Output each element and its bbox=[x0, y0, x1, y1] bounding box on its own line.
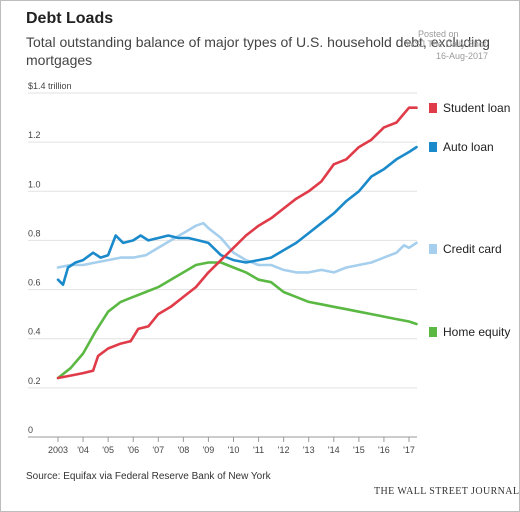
posted-stamp: Posted on bbox=[418, 29, 459, 39]
x-tick-label: '10 bbox=[228, 445, 240, 455]
series-line-home-equity bbox=[56, 261, 418, 380]
x-tick-label: '15 bbox=[353, 445, 365, 455]
y-tick-label: 0.4 bbox=[28, 327, 41, 337]
x-tick-label: '14 bbox=[328, 445, 340, 455]
x-tick-label: '04 bbox=[77, 445, 89, 455]
x-tick-label: '16 bbox=[378, 445, 390, 455]
x-tick-label: '17 bbox=[403, 445, 415, 455]
x-tick-label: '09 bbox=[203, 445, 215, 455]
x-tick-label: '06 bbox=[127, 445, 139, 455]
legend-swatch-auto-loan bbox=[429, 142, 437, 152]
y-tick-label: 0.6 bbox=[28, 278, 41, 288]
y-axis-ticks: 0 0.2 0.4 0.6 0.8 1.0 1.2 $1.4 trillion bbox=[28, 81, 72, 435]
x-tick-label: '11 bbox=[253, 445, 264, 455]
chart-title: Debt Loads bbox=[26, 10, 114, 27]
legend-label-home-equity: Home equity bbox=[443, 325, 510, 339]
series-line-auto-loan bbox=[56, 145, 418, 286]
y-tick-label: 0 bbox=[28, 425, 33, 435]
y-tick-label: 1.0 bbox=[28, 179, 41, 189]
x-tick-label: '05 bbox=[102, 445, 114, 455]
legend-label-credit-card: Credit card bbox=[443, 242, 502, 256]
series-line-credit-card bbox=[56, 221, 418, 274]
y-tick-label: 1.2 bbox=[28, 130, 41, 140]
x-tick-label: '07 bbox=[152, 445, 164, 455]
x-tick-label: '08 bbox=[177, 445, 189, 455]
publisher-logo: THE WALL STREET JOURNAL bbox=[374, 486, 520, 497]
source-note: Source: Equifax via Federal Reserve Bank… bbox=[26, 471, 271, 482]
legend-label-auto-loan: Auto loan bbox=[443, 140, 494, 154]
y-tick-label: 0.2 bbox=[28, 376, 41, 386]
series-lines bbox=[56, 106, 418, 380]
legend: Student loan Auto loan Credit card Home equ… bbox=[429, 101, 510, 339]
x-tick-label: 2003 bbox=[48, 445, 68, 455]
series-line-student-loan bbox=[56, 106, 418, 380]
legend-label-student-loan: Student loan bbox=[443, 101, 510, 115]
stamp-date: 16-Aug-2017 bbox=[436, 51, 489, 61]
x-axis-ticks: 2003 '04 '05 '06 '07 '08 '09 '10 '11 '12 '13 '14 '15… bbox=[48, 437, 415, 455]
x-tick-label: '13 bbox=[303, 445, 315, 455]
legend-swatch-home-equity bbox=[429, 327, 437, 337]
stamp-source: WSJ The Daily Shot bbox=[406, 39, 487, 49]
x-tick-label: '12 bbox=[278, 445, 290, 455]
legend-swatch-credit-card bbox=[429, 244, 437, 254]
y-tick-label: 0.8 bbox=[28, 228, 41, 238]
y-tick-label: $1.4 trillion bbox=[28, 81, 72, 91]
chart-subtitle: Total outstanding balance of major types… bbox=[26, 34, 490, 68]
legend-swatch-student-loan bbox=[429, 103, 437, 113]
